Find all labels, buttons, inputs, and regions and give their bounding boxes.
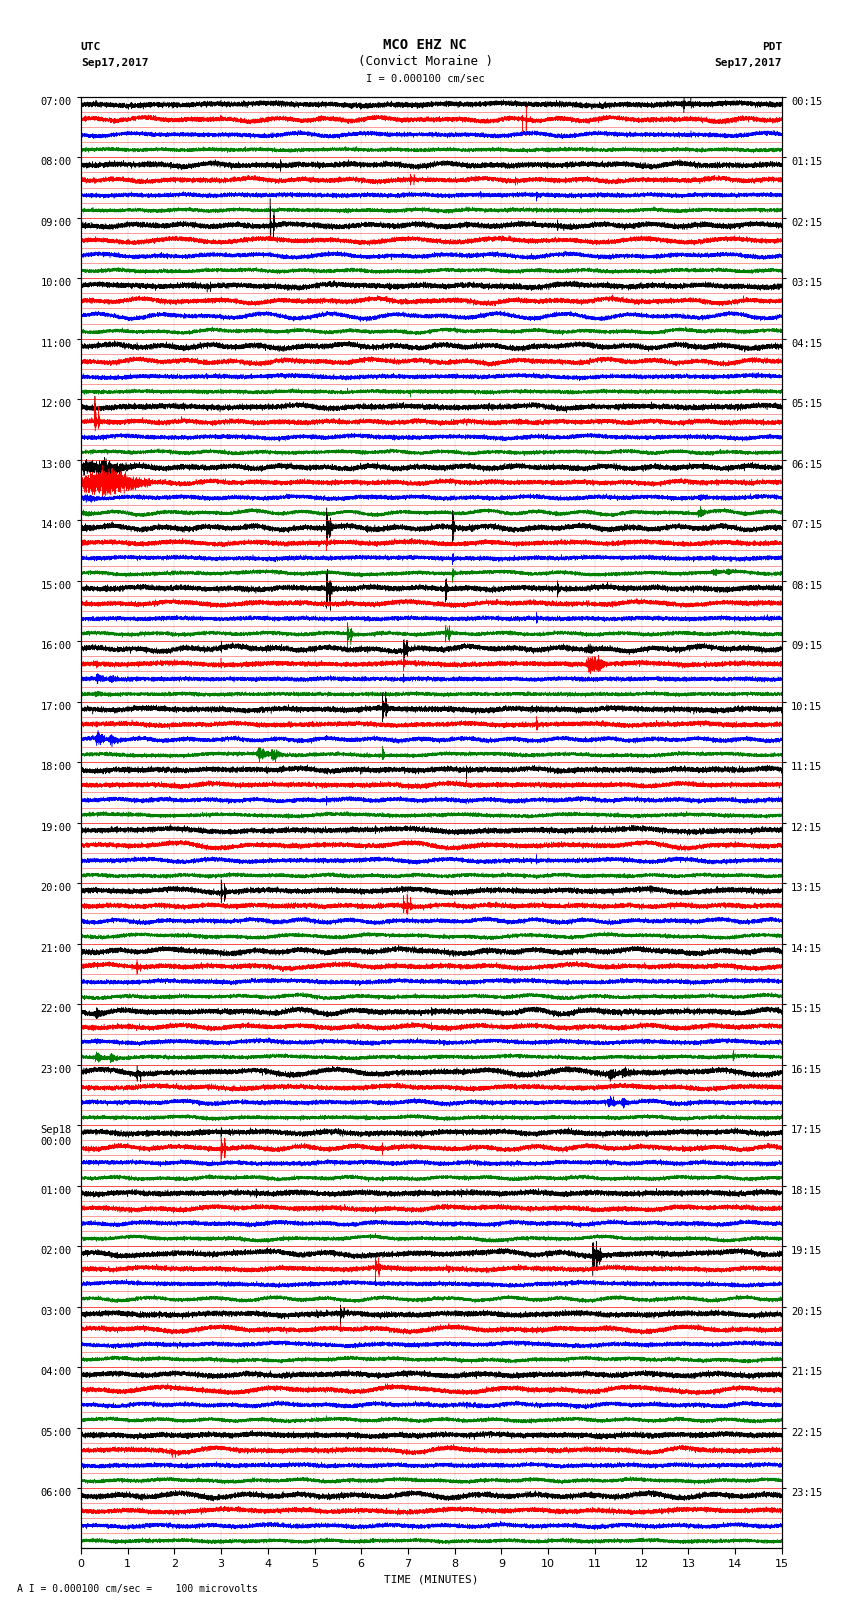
Text: Sep17,2017: Sep17,2017 [81,58,148,68]
Text: (Convict Moraine ): (Convict Moraine ) [358,55,492,68]
Text: Sep17,2017: Sep17,2017 [715,58,782,68]
Text: MCO EHZ NC: MCO EHZ NC [383,37,467,52]
Text: PDT: PDT [762,42,782,52]
Text: UTC: UTC [81,42,101,52]
X-axis label: TIME (MINUTES): TIME (MINUTES) [384,1574,479,1584]
Text: I = 0.000100 cm/sec: I = 0.000100 cm/sec [366,74,484,84]
Text: A I = 0.000100 cm/sec =    100 microvolts: A I = 0.000100 cm/sec = 100 microvolts [17,1584,258,1594]
